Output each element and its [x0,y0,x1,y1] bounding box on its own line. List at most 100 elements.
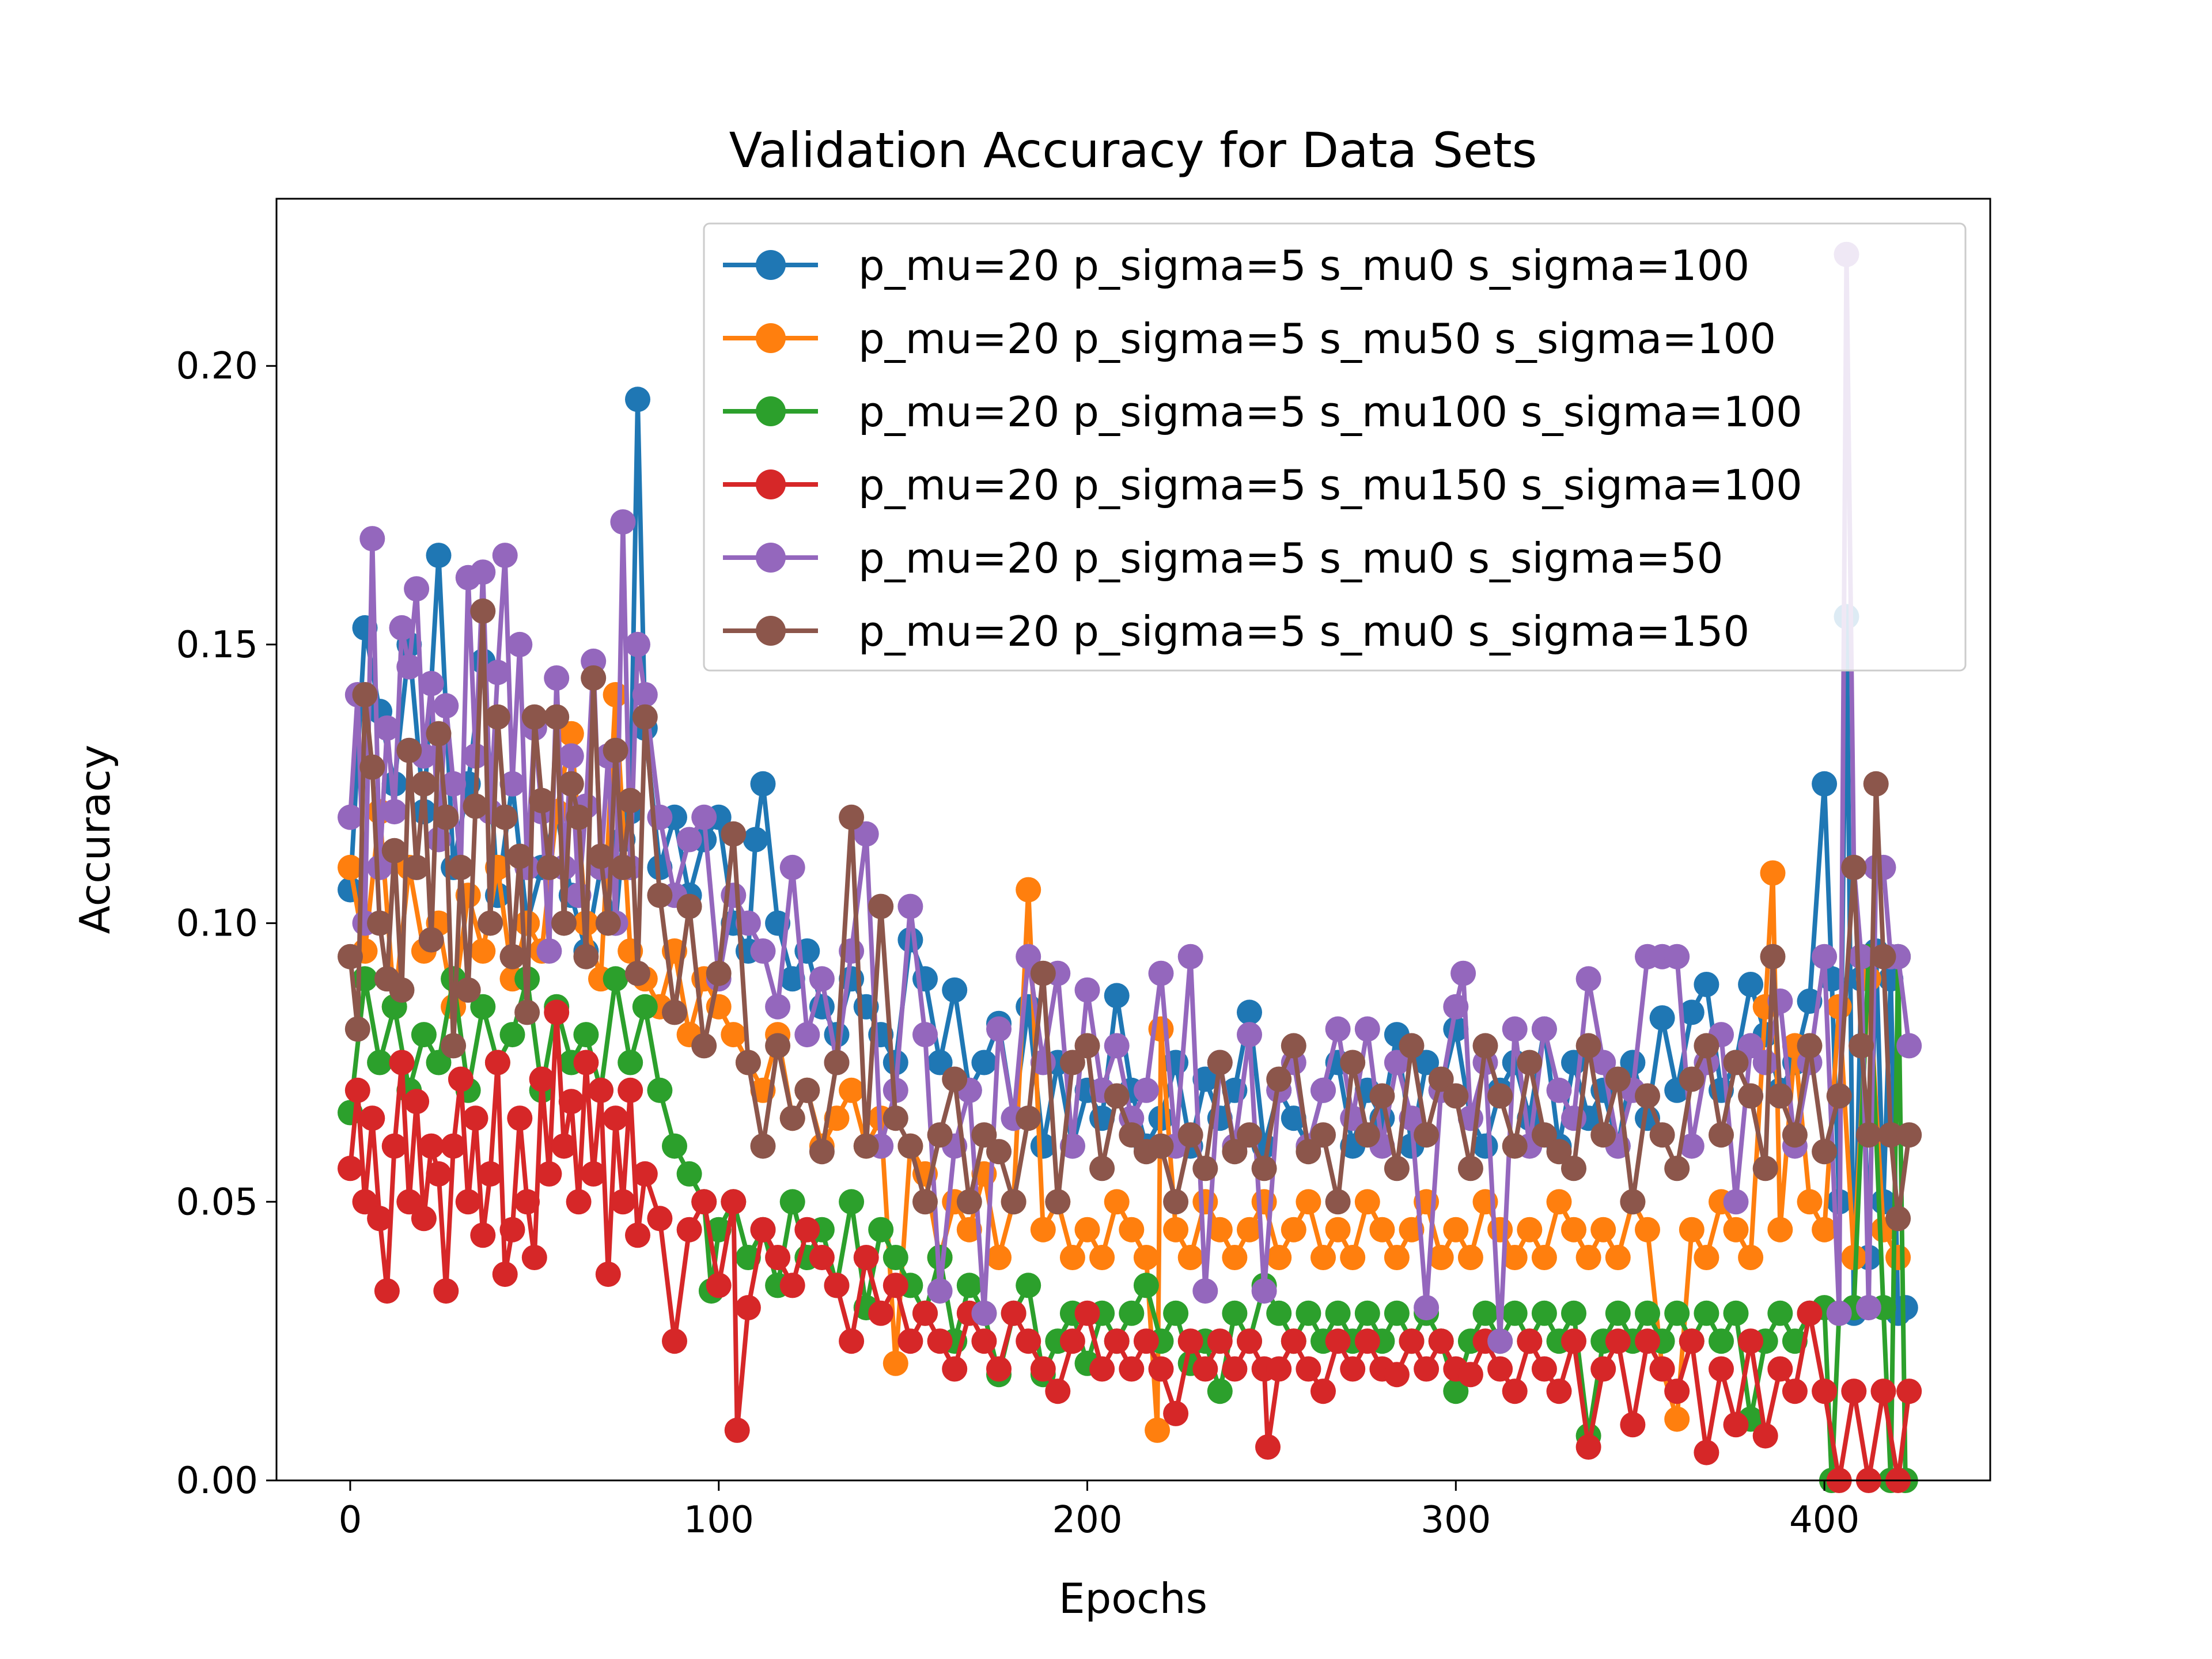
data-point [927,1328,953,1354]
data-point [942,1066,968,1092]
data-point [1325,1300,1351,1326]
data-point [1237,1217,1262,1243]
data-point [1649,1122,1675,1148]
data-point [499,1217,525,1243]
data-point [1812,944,1838,969]
data-point [1119,1300,1145,1326]
data-point [1163,1217,1189,1243]
data-point [1281,1328,1306,1354]
data-point [1177,944,1203,969]
data-point [1561,1328,1586,1354]
data-point [1369,1217,1395,1243]
data-point [1738,972,1764,997]
data-point [433,804,459,830]
data-point [1709,1122,1734,1148]
x-tick-label: 400 [1789,1499,1859,1541]
data-point [381,838,407,863]
data-point [566,804,592,830]
data-point [1354,1016,1380,1042]
data-point [1812,1139,1838,1165]
data-point [359,1105,385,1131]
data-point [558,1089,584,1115]
data-point [971,1122,997,1148]
data-point [1760,944,1786,969]
data-point [868,893,894,919]
data-point [1723,1050,1749,1075]
legend-entry-2: p_mu=20 p_sigma=5 s_mu100 s_sigma=100 [723,388,1802,436]
data-point [1531,1016,1557,1042]
data-point [344,1016,370,1042]
data-point [1222,1139,1248,1165]
data-point [1664,944,1690,969]
data-point [986,1139,1012,1165]
data-point [1590,1122,1616,1148]
data-point [618,1077,643,1103]
data-point [1133,1272,1159,1298]
data-point [1237,1022,1262,1048]
data-point [1325,1217,1351,1243]
data-point [558,771,584,797]
data-point [433,693,459,719]
data-point [411,1022,437,1048]
data-point [610,854,636,880]
data-point [1694,1440,1719,1465]
data-point [882,1105,908,1131]
x-tick-label: 300 [1421,1499,1491,1541]
legend-marker [756,616,786,646]
data-point [588,1077,613,1103]
data-point [1752,1156,1778,1181]
data-point [1561,1156,1586,1181]
data-point [1752,1050,1778,1075]
data-point [1340,1050,1366,1075]
data-point [676,893,702,919]
series-3 [338,999,1922,1493]
data-point [536,1161,562,1187]
data-point [1237,1122,1262,1148]
data-point [544,665,570,691]
data-point [536,854,562,880]
data-point [389,1050,415,1075]
data-point [507,843,533,869]
data-point [1016,1105,1041,1131]
data-point [1767,1217,1793,1243]
data-point [1517,1328,1543,1354]
series-5 [338,598,1922,1232]
data-point [1767,1300,1793,1326]
data-point [1620,1189,1646,1215]
data-point [1546,1189,1572,1215]
data-point [986,1016,1012,1042]
data-point [441,1133,467,1159]
data-point [1310,1077,1336,1103]
data-point [1325,1328,1351,1354]
data-point [632,994,658,1020]
data-point [809,1245,835,1270]
data-point [1723,1217,1749,1243]
data-point [1059,1050,1085,1075]
data-point [1414,1050,1440,1075]
data-point [367,910,393,936]
data-point [1443,1083,1469,1109]
data-point [603,966,628,992]
data-point [647,1206,673,1232]
data-point [470,559,496,585]
data-point [1399,1328,1425,1354]
data-point [1310,1122,1336,1148]
data-point [1752,1423,1778,1449]
data-point [566,1189,592,1215]
data-point [662,1133,687,1159]
data-point [750,771,776,797]
data-point [1059,1245,1085,1270]
data-point [1531,1245,1557,1270]
data-point [868,1300,894,1326]
data-point [1001,1300,1027,1326]
y-tick-label: 0.00 [176,1460,259,1502]
legend-label: p_mu=20 p_sigma=5 s_mu50 s_sigma=100 [858,315,1776,363]
data-point [426,1050,452,1075]
data-point [750,938,776,964]
data-point [1133,1245,1159,1270]
legend-marker [756,323,786,353]
data-point [338,854,363,880]
data-point [1104,1033,1130,1059]
data-point [1104,1328,1130,1354]
data-point [735,1295,761,1321]
